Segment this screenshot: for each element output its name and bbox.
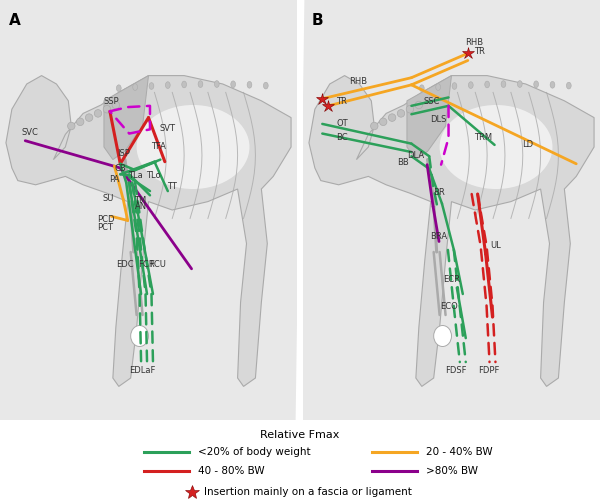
Text: TT: TT bbox=[167, 183, 176, 192]
Text: TM: TM bbox=[134, 196, 146, 205]
Ellipse shape bbox=[415, 101, 422, 109]
Ellipse shape bbox=[131, 325, 149, 347]
Ellipse shape bbox=[103, 106, 110, 113]
Circle shape bbox=[534, 81, 539, 88]
Text: PCD: PCD bbox=[97, 215, 114, 224]
Polygon shape bbox=[407, 75, 452, 159]
Ellipse shape bbox=[397, 110, 405, 117]
Ellipse shape bbox=[76, 118, 84, 126]
Ellipse shape bbox=[388, 114, 396, 121]
Circle shape bbox=[166, 82, 170, 89]
Text: OT: OT bbox=[337, 119, 348, 128]
Text: BB: BB bbox=[398, 158, 409, 167]
Circle shape bbox=[485, 81, 490, 88]
Text: BC: BC bbox=[337, 133, 348, 142]
Text: DLA: DLA bbox=[407, 151, 424, 160]
Text: CB: CB bbox=[115, 163, 126, 173]
Text: PA: PA bbox=[109, 175, 119, 184]
Circle shape bbox=[149, 82, 154, 90]
Polygon shape bbox=[309, 75, 594, 386]
Text: Relative Fmax: Relative Fmax bbox=[260, 430, 340, 440]
Text: BR: BR bbox=[433, 188, 445, 197]
Polygon shape bbox=[104, 75, 149, 159]
Text: TLa: TLa bbox=[128, 171, 143, 180]
Text: >80% BW: >80% BW bbox=[426, 466, 478, 476]
Circle shape bbox=[182, 81, 187, 88]
Text: LD: LD bbox=[523, 140, 533, 149]
Circle shape bbox=[419, 85, 424, 92]
Text: FDSF: FDSF bbox=[445, 366, 467, 375]
Text: SVC: SVC bbox=[21, 128, 38, 137]
Text: FCR: FCR bbox=[138, 260, 154, 269]
Text: AN: AN bbox=[136, 202, 148, 211]
Text: SU: SU bbox=[103, 194, 114, 203]
Text: 40 - 80% BW: 40 - 80% BW bbox=[198, 466, 265, 476]
Circle shape bbox=[501, 80, 506, 88]
Text: ECO: ECO bbox=[440, 302, 458, 311]
Text: SSP: SSP bbox=[104, 97, 119, 106]
Ellipse shape bbox=[406, 106, 413, 113]
Text: RHB: RHB bbox=[349, 77, 367, 87]
Text: TFA: TFA bbox=[151, 142, 166, 151]
Circle shape bbox=[263, 82, 268, 89]
Text: RHB: RHB bbox=[466, 38, 484, 46]
Circle shape bbox=[116, 85, 121, 92]
Text: TRM: TRM bbox=[475, 133, 493, 142]
Circle shape bbox=[133, 83, 137, 91]
Circle shape bbox=[198, 80, 203, 88]
Circle shape bbox=[469, 82, 473, 89]
Circle shape bbox=[214, 80, 219, 88]
Text: <20% of body weight: <20% of body weight bbox=[198, 447, 311, 457]
Text: EDC: EDC bbox=[116, 260, 134, 269]
Circle shape bbox=[452, 82, 457, 90]
Text: DLS: DLS bbox=[430, 115, 446, 124]
Circle shape bbox=[566, 82, 571, 89]
Ellipse shape bbox=[137, 105, 250, 189]
Text: BRA: BRA bbox=[430, 231, 448, 240]
Text: TR: TR bbox=[474, 47, 485, 56]
Ellipse shape bbox=[379, 118, 387, 126]
Text: PCT: PCT bbox=[97, 223, 113, 232]
Ellipse shape bbox=[68, 122, 75, 130]
Ellipse shape bbox=[112, 101, 119, 109]
Polygon shape bbox=[6, 75, 291, 386]
Circle shape bbox=[550, 81, 555, 88]
Text: A: A bbox=[9, 13, 20, 28]
Circle shape bbox=[247, 81, 252, 88]
Text: B: B bbox=[312, 13, 323, 28]
Text: 20 - 40% BW: 20 - 40% BW bbox=[426, 447, 493, 457]
Ellipse shape bbox=[85, 114, 93, 121]
Text: SSC: SSC bbox=[423, 97, 439, 106]
Text: FDPF: FDPF bbox=[478, 366, 499, 375]
Text: SVT: SVT bbox=[160, 124, 176, 133]
Circle shape bbox=[517, 80, 522, 88]
Text: EDLaF: EDLaF bbox=[130, 366, 156, 375]
Text: TLo: TLo bbox=[146, 171, 160, 180]
Ellipse shape bbox=[434, 325, 452, 347]
Text: ISP: ISP bbox=[117, 149, 130, 158]
Text: ECR: ECR bbox=[443, 275, 461, 284]
Text: FCU: FCU bbox=[149, 260, 166, 269]
Text: TR: TR bbox=[335, 97, 346, 106]
Ellipse shape bbox=[94, 110, 102, 117]
Ellipse shape bbox=[371, 122, 378, 130]
Text: Insertion mainly on a fascia or ligament: Insertion mainly on a fascia or ligament bbox=[204, 487, 412, 497]
Ellipse shape bbox=[440, 105, 553, 189]
Circle shape bbox=[436, 83, 440, 91]
Text: UL: UL bbox=[490, 241, 501, 250]
Circle shape bbox=[231, 81, 236, 88]
